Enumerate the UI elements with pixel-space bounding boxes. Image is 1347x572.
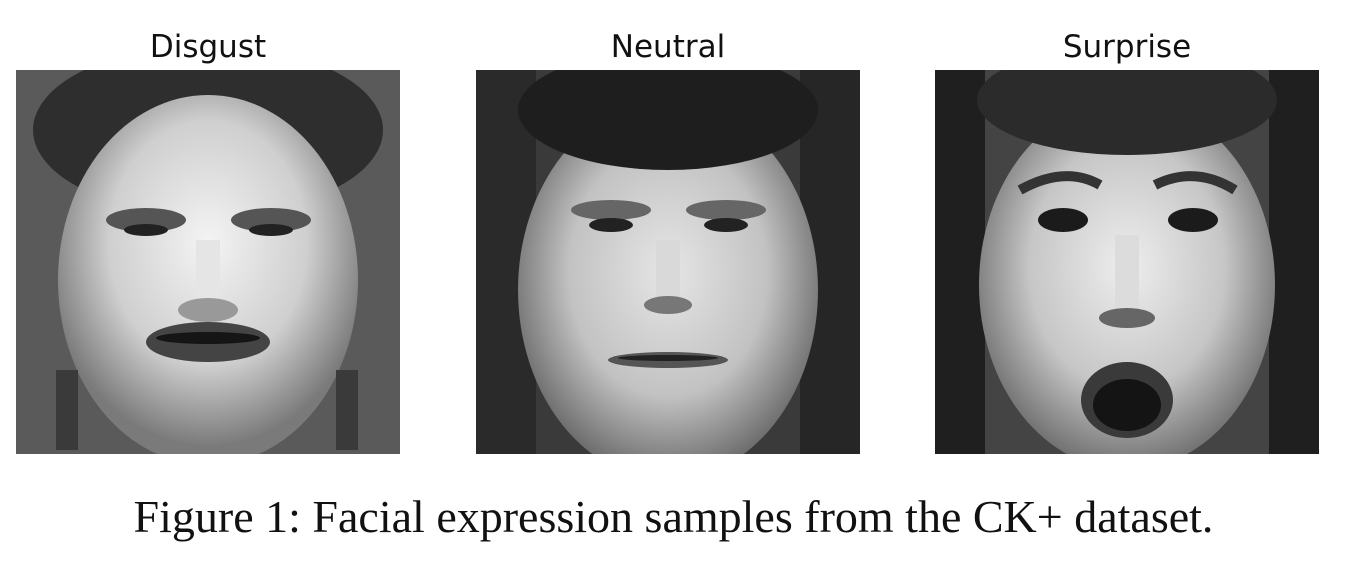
face-illustration [476, 70, 860, 454]
face-image-surprise [935, 70, 1319, 454]
face-illustration [16, 70, 400, 454]
face-image-disgust [16, 70, 400, 454]
panel-title: Disgust [149, 29, 267, 65]
face-illustration [935, 70, 1319, 454]
panel-neutral: Neutral [476, 24, 860, 454]
panel-title: Surprise [1062, 29, 1192, 65]
face-image-neutral [476, 70, 860, 454]
panel-disgust: Disgust [16, 24, 400, 454]
panel-title: Neutral [610, 29, 726, 65]
panel-surprise: Surprise [935, 24, 1319, 454]
figure-caption: Figure 1: Facial expression samples from… [133, 491, 1214, 542]
